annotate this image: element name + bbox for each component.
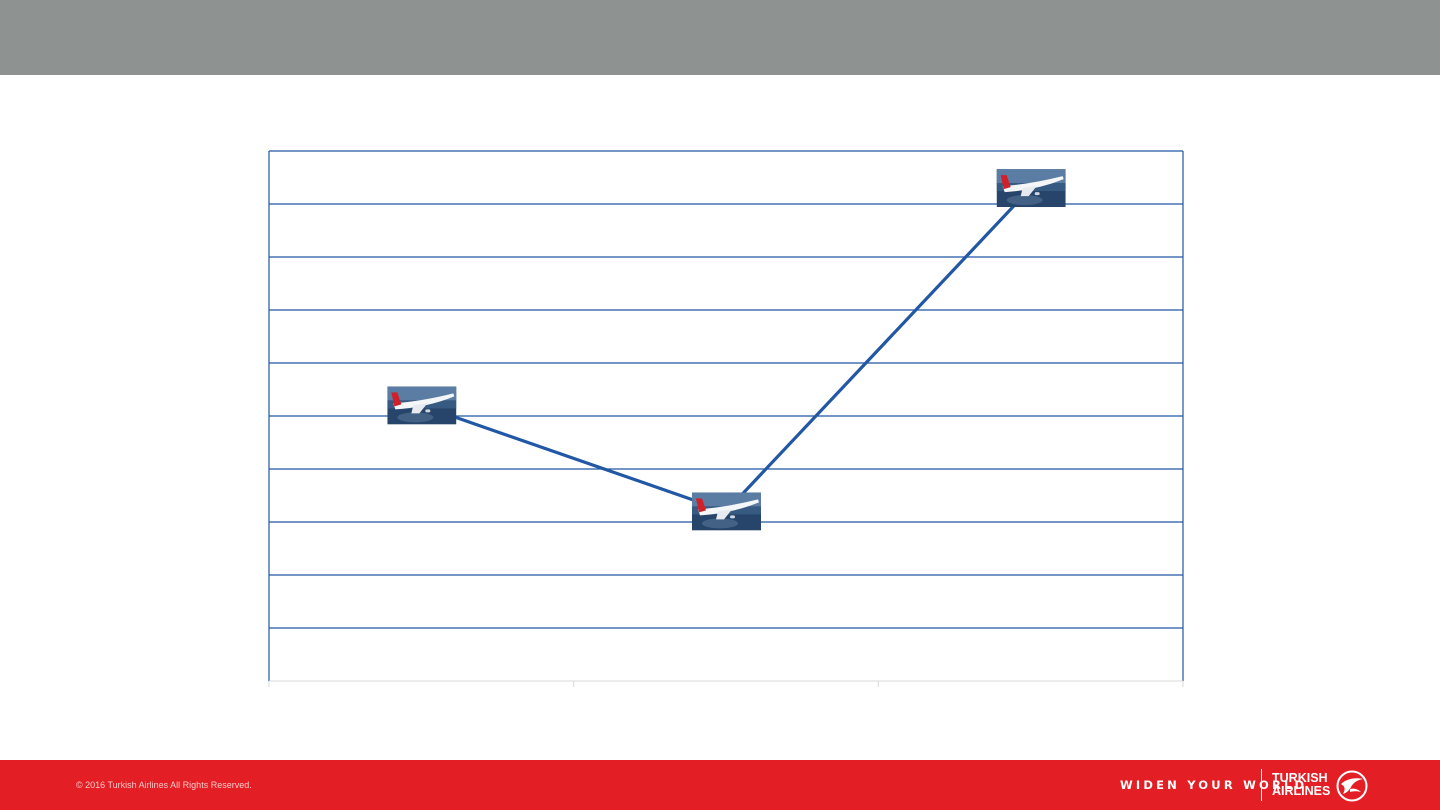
airplane-marker-icon (387, 386, 457, 425)
series-line (420, 187, 1032, 513)
data-point-marker (996, 169, 1066, 208)
footer-bar: © 2016 Turkish Airlines All Rights Reser… (0, 760, 1440, 810)
line-chart (268, 150, 1184, 687)
brand-line-1: TURKISH (1272, 771, 1328, 785)
footer-divider (1261, 769, 1262, 801)
slogan-text: WIDEN YOUR WORLD (1120, 778, 1308, 792)
brand-wordmark: TURKISH AIRLINES (1272, 772, 1338, 798)
brand-line-2: AIRLINES (1272, 784, 1331, 798)
chart-svg (268, 150, 1184, 687)
turkish-airlines-bird-logo-icon (1336, 770, 1368, 802)
header-bar (0, 0, 1440, 75)
airplane-marker-icon (692, 492, 761, 531)
chart-series (420, 187, 1032, 513)
chart-axes (268, 680, 1184, 687)
data-point-marker (387, 386, 457, 425)
chart-markers (387, 169, 1066, 531)
copyright-text: © 2016 Turkish Airlines All Rights Reser… (76, 780, 252, 790)
airplane-marker-icon (996, 169, 1066, 208)
data-point-marker (692, 492, 761, 531)
